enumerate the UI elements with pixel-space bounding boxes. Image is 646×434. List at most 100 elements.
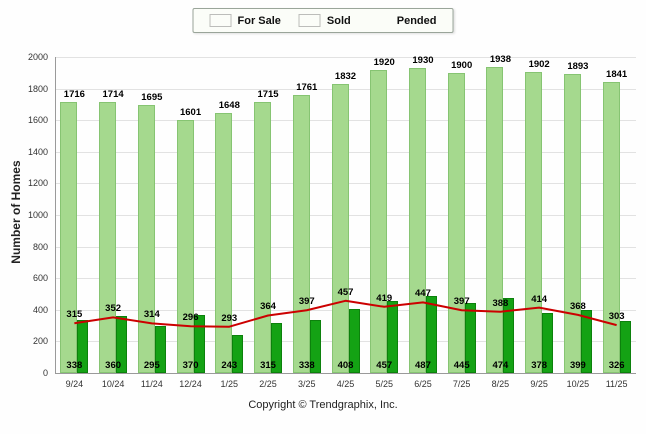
sold-bar (271, 323, 283, 373)
for-sale-bar (525, 72, 543, 373)
x-axis-line (55, 373, 636, 374)
sold-bar (387, 300, 399, 373)
for-sale-value-label: 1601 (179, 107, 202, 119)
for-sale-value-label: 1714 (102, 89, 124, 101)
x-tick-label: 5/25 (375, 379, 393, 389)
for-sale-bar (486, 66, 504, 373)
sold-value-label: 338 (66, 360, 83, 371)
sold-value-label: 399 (569, 360, 586, 371)
for-sale-value-label: 1930 (412, 55, 434, 67)
for-sale-bar (176, 120, 194, 373)
sold-value-label: 360 (105, 360, 122, 371)
for-sale-value-label: 1893 (567, 60, 589, 72)
for-sale-bar (370, 69, 388, 373)
pended-value-label: 447 (415, 288, 431, 300)
pended-value-label: 419 (376, 292, 393, 304)
y-tick-label: 600 (32, 273, 48, 284)
y-tick-label: 1000 (27, 210, 48, 220)
y-tick-label: 1400 (27, 146, 48, 157)
x-tick-label: 9/24 (65, 379, 84, 389)
sold-bar (580, 309, 592, 373)
legend-label-sold: Sold (326, 14, 351, 27)
y-tick-label: 2000 (27, 52, 48, 62)
x-tick-label: 11/25 (605, 379, 628, 389)
legend-item-for-sale: For Sale (209, 14, 281, 27)
for-sale-bar (292, 94, 310, 373)
pended-value-label: 397 (298, 296, 315, 308)
sold-bar (619, 321, 631, 373)
x-tick-label: 8/25 (491, 379, 510, 389)
for-sale-value-label: 1761 (296, 81, 318, 93)
for-sale-value-label: 1920 (373, 56, 395, 68)
pended-value-label: 352 (105, 303, 122, 315)
for-sale-bar (447, 72, 465, 373)
x-tick-label: 7/25 (452, 379, 471, 389)
legend-item-sold: Sold (298, 14, 351, 27)
sold-bar (348, 308, 360, 373)
x-tick-label: 11/24 (140, 379, 163, 389)
x-tick-label: 12/24 (179, 379, 202, 389)
sold-value-label: 243 (221, 360, 238, 371)
for-sale-value-label: 1648 (218, 99, 240, 111)
pended-value-label: 364 (260, 301, 276, 313)
for-sale-value-label: 1832 (334, 70, 357, 82)
pended-value-label: 315 (66, 309, 83, 321)
copyright-text: Copyright © Trendgraphix, Inc. (248, 399, 398, 411)
y-tick-label: 1800 (27, 83, 48, 94)
gridline (55, 57, 636, 58)
for-sale-bar (254, 102, 272, 373)
x-tick-label: 3/25 (297, 379, 316, 389)
pended-value-label: 457 (337, 286, 354, 298)
pended-value-label: 296 (182, 312, 199, 324)
for-sale-bar (99, 102, 117, 373)
x-tick-label: 10/24 (101, 379, 125, 389)
sold-bar (77, 319, 89, 373)
y-tick-label: 1600 (27, 115, 48, 126)
sold-bar (542, 313, 554, 373)
for-sale-swatch (209, 14, 232, 27)
sold-value-label: 474 (492, 360, 509, 371)
x-tick-label: 9/25 (530, 379, 548, 389)
sold-swatch (298, 14, 321, 27)
sold-value-label: 326 (608, 360, 625, 371)
sold-value-label: 445 (453, 360, 470, 371)
x-tick-label: 10/25 (566, 379, 590, 389)
for-sale-value-label: 1902 (528, 59, 550, 71)
pended-value-label: 414 (531, 293, 548, 305)
pended-swatch (369, 19, 391, 22)
sold-value-label: 457 (376, 360, 393, 371)
x-tick-label: 1/25 (220, 379, 239, 389)
for-sale-value-label: 1695 (141, 92, 163, 104)
for-sale-bar (602, 82, 620, 373)
legend-label-for-sale: For Sale (237, 14, 281, 27)
y-tick-label: 200 (32, 336, 48, 347)
sold-bar (503, 298, 515, 373)
for-sale-bar (408, 68, 426, 373)
y-tick-label: 1200 (27, 178, 48, 189)
sold-bar (309, 319, 321, 373)
y-axis-line (55, 57, 56, 373)
sold-bar (425, 296, 437, 373)
sold-value-label: 315 (260, 360, 276, 371)
sold-value-label: 487 (415, 360, 431, 371)
sold-bar (154, 326, 166, 373)
for-sale-value-label: 1841 (606, 69, 628, 81)
x-tick-label: 4/25 (336, 379, 355, 389)
sold-bar (116, 316, 128, 373)
sold-bar (193, 314, 205, 373)
sold-value-label: 370 (182, 360, 199, 371)
sold-value-label: 295 (143, 360, 160, 371)
for-sale-value-label: 1938 (489, 53, 511, 65)
y-tick-label: 0 (42, 368, 48, 378)
x-tick-label: 6/25 (414, 379, 432, 389)
x-tick-label: 2/25 (259, 379, 277, 389)
sold-value-label: 378 (531, 360, 548, 371)
for-sale-bar (60, 101, 78, 373)
for-sale-bar (215, 112, 233, 373)
y-tick-label: 400 (32, 304, 48, 315)
pended-value-label: 293 (221, 312, 238, 324)
pended-value-label: 388 (492, 297, 509, 309)
y-tick-label: 800 (32, 241, 48, 252)
